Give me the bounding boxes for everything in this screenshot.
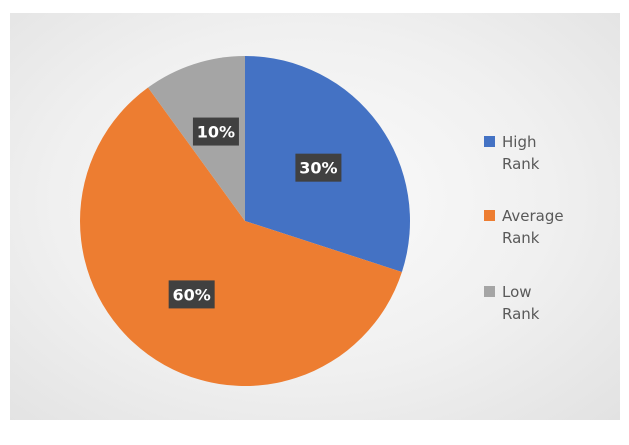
chart-area: 30% 60% 10% High Rank Average Rank Low Ran… <box>10 13 620 420</box>
data-label-low-rank: 10% <box>192 117 239 146</box>
legend-item-low-rank: Low Rank <box>484 281 582 325</box>
legend-label-low-rank: Low Rank <box>502 283 540 323</box>
data-label-high-rank: 30% <box>295 153 342 182</box>
legend-item-high-rank: High Rank <box>484 131 582 175</box>
legend-swatch-low-rank <box>484 286 495 297</box>
pie-chart: 30% 60% 10% <box>79 56 410 387</box>
legend-label-average-rank: Average Rank <box>502 207 564 247</box>
legend-label-high-rank: High Rank <box>502 133 540 173</box>
legend-swatch-high-rank <box>484 136 495 147</box>
data-label-box <box>192 117 239 146</box>
pie-slices <box>79 56 410 387</box>
legend-item-average-rank: Average Rank <box>484 205 582 249</box>
data-label-box <box>295 153 342 182</box>
data-label-box <box>168 280 215 309</box>
data-label-text: 60% <box>173 285 211 304</box>
data-labels: 30% 60% 10% <box>168 117 342 309</box>
data-label-text: 30% <box>299 159 337 178</box>
data-label-average-rank: 60% <box>168 280 215 309</box>
data-label-text: 10% <box>197 123 235 142</box>
pie-slice-average-rank <box>79 87 402 387</box>
legend-swatch-average-rank <box>484 210 495 221</box>
